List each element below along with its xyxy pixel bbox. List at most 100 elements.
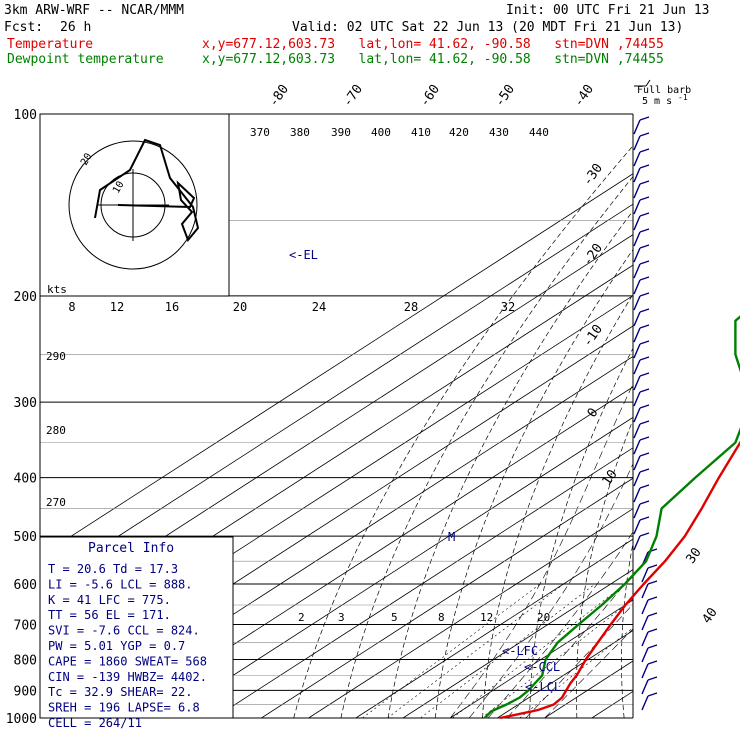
- isotherm-line: [166, 416, 633, 718]
- wind-barb-flag: [639, 132, 650, 137]
- pressure-label: 700: [14, 618, 37, 633]
- isotherm-label: 40: [699, 605, 720, 626]
- wind-barb-flag: [639, 292, 650, 297]
- dry-adiabat: [665, 114, 740, 718]
- wind-barb-flag: [639, 372, 650, 377]
- annotation-ccl: <-CCL: [524, 660, 560, 674]
- init-time: Init: 00 UTC Fri 21 Jun 13: [506, 3, 710, 18]
- wind-barb-flag: [639, 436, 650, 441]
- dewpoint-coords: x,y=677.12,603.73 lat,lon= 41.62, -90.58…: [202, 52, 664, 67]
- wind-barb-flag: [639, 532, 650, 537]
- pressure-label: 200: [14, 290, 37, 305]
- isotherm-line: [40, 234, 633, 618]
- wind-barb-flag: [639, 324, 650, 329]
- mixing-ratio-label: 8: [438, 611, 445, 624]
- wind-barb: [633, 535, 641, 551]
- wind-barb-flag: [647, 564, 658, 569]
- wind-barb-flag: [639, 116, 650, 121]
- wind-barb: [633, 119, 641, 135]
- wind-barb: [633, 327, 641, 343]
- isotherm-line: [308, 508, 633, 718]
- wind-barb: [641, 599, 649, 615]
- wind-barb: [641, 631, 649, 647]
- wind-barb-flag: [639, 244, 650, 249]
- pressure-label: 900: [14, 684, 37, 699]
- theta-label: 280: [46, 424, 66, 437]
- mixing-ratio-line: [452, 583, 626, 718]
- model-title: 3km ARW-WRF -- NCAR/MMM: [4, 3, 185, 18]
- wind-barb: [641, 583, 649, 599]
- pressure-label: 600: [14, 578, 37, 593]
- wind-barb: [641, 647, 649, 663]
- wind-barb-flag: [639, 420, 650, 425]
- isotherm-label: -80: [266, 82, 292, 110]
- isotherm-label: -40: [571, 82, 597, 110]
- wind-barb: [633, 375, 641, 391]
- isotherm-label: -70: [340, 82, 366, 110]
- isotherm-line: [497, 630, 633, 718]
- dry-adiabat: [529, 347, 633, 718]
- theta-label: 270: [46, 496, 66, 509]
- hodograph-speed-label: 24: [312, 300, 326, 314]
- wind-barb-flag: [639, 148, 650, 153]
- isotherm-label: -30: [580, 161, 606, 189]
- hodograph-speed-label: 28: [404, 300, 418, 314]
- wind-barb: [633, 295, 641, 311]
- hodograph-speed-label: 20: [233, 300, 247, 314]
- pressure-label: 500: [14, 530, 37, 545]
- hodograph-ring-outer: [68, 140, 198, 270]
- temperature-coords: x,y=677.12,603.73 lat,lon= 41.62, -90.58…: [202, 37, 664, 52]
- pressure-label: 400: [14, 472, 37, 487]
- wind-barb: [633, 407, 641, 423]
- isotherm-label: 0: [585, 405, 602, 420]
- wind-barb: [633, 263, 641, 279]
- hodograph-speed-label: 32: [501, 300, 515, 314]
- wind-barb: [633, 391, 641, 407]
- parcel-box-frame: [39, 536, 234, 719]
- wind-legend-value: 5 m s: [642, 96, 672, 107]
- wind-barb-flag: [639, 468, 650, 473]
- parcel-row: LI = -5.6 LCL = 888.: [48, 577, 193, 591]
- forecast-label: Fcst:: [4, 20, 44, 35]
- parcel-row: Tc = 32.9 SHEAR= 22.: [48, 685, 193, 699]
- wind-barb: [633, 215, 641, 231]
- hodograph-ring-label: 10: [111, 180, 127, 196]
- isotherm-line: [40, 173, 633, 557]
- wind-barb-flag: [647, 660, 658, 665]
- theta-label: 410: [411, 126, 431, 139]
- annotation-marker: M: [448, 530, 455, 544]
- wind-barb-flag: [647, 628, 658, 633]
- theta-label: 420: [449, 126, 469, 139]
- wind-legend-title: Full barb: [637, 85, 691, 96]
- wind-barb: [633, 359, 641, 375]
- isotherm-label: 30: [683, 545, 704, 566]
- wind-barb: [633, 135, 641, 151]
- wind-barb: [633, 439, 641, 455]
- wind-barb-flag: [647, 612, 658, 617]
- wind-barb-flag: [639, 164, 650, 169]
- isotherm-line: [213, 447, 633, 718]
- wind-barb: [633, 311, 641, 327]
- isotherm-line: [449, 599, 633, 718]
- wind-legend-exp: -1: [678, 93, 688, 102]
- isotherm-line: [355, 538, 633, 718]
- theta-label: 440: [529, 126, 549, 139]
- isotherm-line: [40, 203, 633, 588]
- forecast-hour: 26 h: [60, 20, 92, 35]
- dewpoint-profile: [483, 315, 740, 719]
- wind-barb: [641, 567, 649, 583]
- dry-adiabat: [482, 293, 633, 718]
- isotherm-label: -60: [417, 82, 443, 110]
- hodograph-speed-label: 16: [165, 300, 179, 314]
- wind-barb: [641, 615, 649, 631]
- dry-adiabat: [621, 541, 633, 718]
- theta-label: 430: [489, 126, 509, 139]
- mixing-ratio-line: [362, 583, 541, 718]
- wind-barb-flag: [639, 500, 650, 505]
- isotherm-line: [261, 477, 633, 718]
- wind-barb: [633, 151, 641, 167]
- pressure-label: 300: [14, 396, 37, 411]
- pressure-label: 1000: [6, 712, 37, 727]
- annotations: <-EL <-LFC <-CCL <-LCL M: [289, 248, 561, 694]
